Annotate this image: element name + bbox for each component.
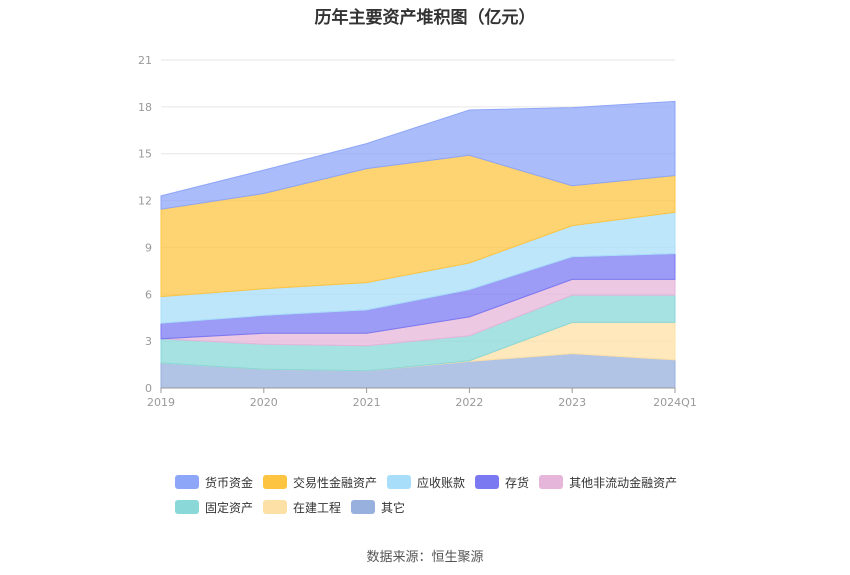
area-series-0[interactable] [160, 100, 676, 210]
legend-swatch [263, 500, 288, 514]
legend-swatch [351, 500, 376, 514]
y-tick-label: 3 [145, 335, 152, 348]
legend-item[interactable]: 在建工程 [263, 500, 342, 515]
legend-item[interactable]: 其他非流动金融资产 [539, 475, 678, 490]
y-tick-label: 0 [145, 382, 152, 395]
legend-item[interactable]: 存货 [475, 475, 530, 490]
legend-swatch [175, 475, 199, 489]
legend-item[interactable]: 货币资金 [175, 475, 254, 490]
legend-swatch [263, 475, 288, 489]
y-tick-label: 6 [145, 288, 152, 301]
x-tick-label: 2024Q1 [653, 396, 697, 409]
legend-item[interactable]: 交易性金融资产 [263, 475, 378, 490]
legend-swatch [175, 500, 199, 514]
legend-item[interactable]: 其它 [351, 500, 406, 515]
legend-label: 其它 [381, 500, 406, 515]
legend: 货币资金 交易性金融资产 应收账款 存货 其他非流动金融资产固定资产 在建工程 其它 [175, 474, 715, 524]
y-tick-label: 15 [138, 148, 152, 161]
legend-label: 固定资产 [205, 500, 254, 515]
y-tick-label: 21 [138, 54, 152, 67]
legend-item[interactable]: 应收账款 [387, 475, 466, 490]
axes: 0 3 6 9 12 15 18 21 2019 2020 2021 2022 2023 2024Q1 [138, 54, 697, 409]
x-tick-label: 2022 [455, 396, 483, 409]
y-tick-label: 12 [138, 195, 152, 208]
legend-label: 其他非流动金融资产 [569, 475, 678, 490]
legend-swatch [539, 475, 564, 489]
legend-swatch [387, 475, 412, 489]
legend-swatch [475, 475, 500, 489]
legend-label: 存货 [505, 475, 530, 490]
x-tick-label: 2023 [558, 396, 586, 409]
y-tick-label: 18 [138, 101, 152, 114]
y-tick-label: 9 [145, 241, 152, 254]
data-source-note: 数据来源：恒生聚源 [366, 550, 484, 565]
x-tick-label: 2019 [147, 396, 175, 409]
legend-label: 交易性金融资产 [293, 475, 378, 490]
x-tick-label: 2021 [353, 396, 381, 409]
chart-title: 历年主要资产堆积图（亿元） [314, 8, 536, 28]
legend-label: 货币资金 [205, 475, 254, 490]
area-series-group [160, 100, 676, 389]
x-tick-label: 2020 [250, 396, 278, 409]
legend-item[interactable]: 固定资产 [175, 500, 254, 515]
legend-label: 在建工程 [293, 500, 342, 515]
legend-label: 应收账款 [417, 475, 466, 490]
